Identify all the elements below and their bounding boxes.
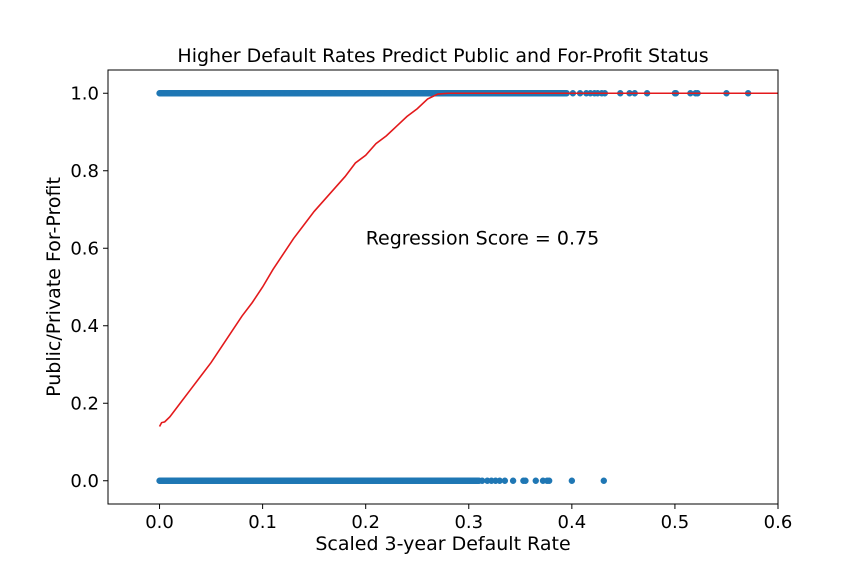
x-tick-label: 0.3 bbox=[454, 512, 483, 533]
regression-score-annotation: Regression Score = 0.75 bbox=[366, 227, 599, 249]
x-tick-label: 0.2 bbox=[351, 512, 380, 533]
scatter-point bbox=[510, 478, 516, 484]
scatter-point bbox=[546, 478, 552, 484]
x-tick-label: 0.4 bbox=[558, 512, 587, 533]
x-tick-label: 0.5 bbox=[661, 512, 690, 533]
y-tick-label: 0.6 bbox=[70, 238, 99, 259]
scatter-point bbox=[502, 478, 508, 484]
x-axis-label: Scaled 3-year Default Rate bbox=[315, 533, 570, 555]
x-tick-label: 0.6 bbox=[764, 512, 793, 533]
y-tick-label: 0.4 bbox=[70, 316, 99, 337]
scatter-point bbox=[569, 478, 575, 484]
chart-title: Higher Default Rates Predict Public and … bbox=[177, 45, 708, 67]
y-tick-label: 1.0 bbox=[70, 83, 99, 104]
scatter-point bbox=[533, 478, 539, 484]
y-tick-label: 0.8 bbox=[70, 161, 99, 182]
x-tick-label: 0.0 bbox=[145, 512, 174, 533]
y-axis-label: Public/Private For-Profit bbox=[43, 177, 65, 397]
scatter-point bbox=[601, 478, 607, 484]
scatter-point bbox=[522, 478, 528, 484]
y-tick-label: 0.2 bbox=[70, 393, 99, 414]
x-tick-label: 0.1 bbox=[248, 512, 277, 533]
y-tick-label: 0.0 bbox=[70, 471, 99, 492]
